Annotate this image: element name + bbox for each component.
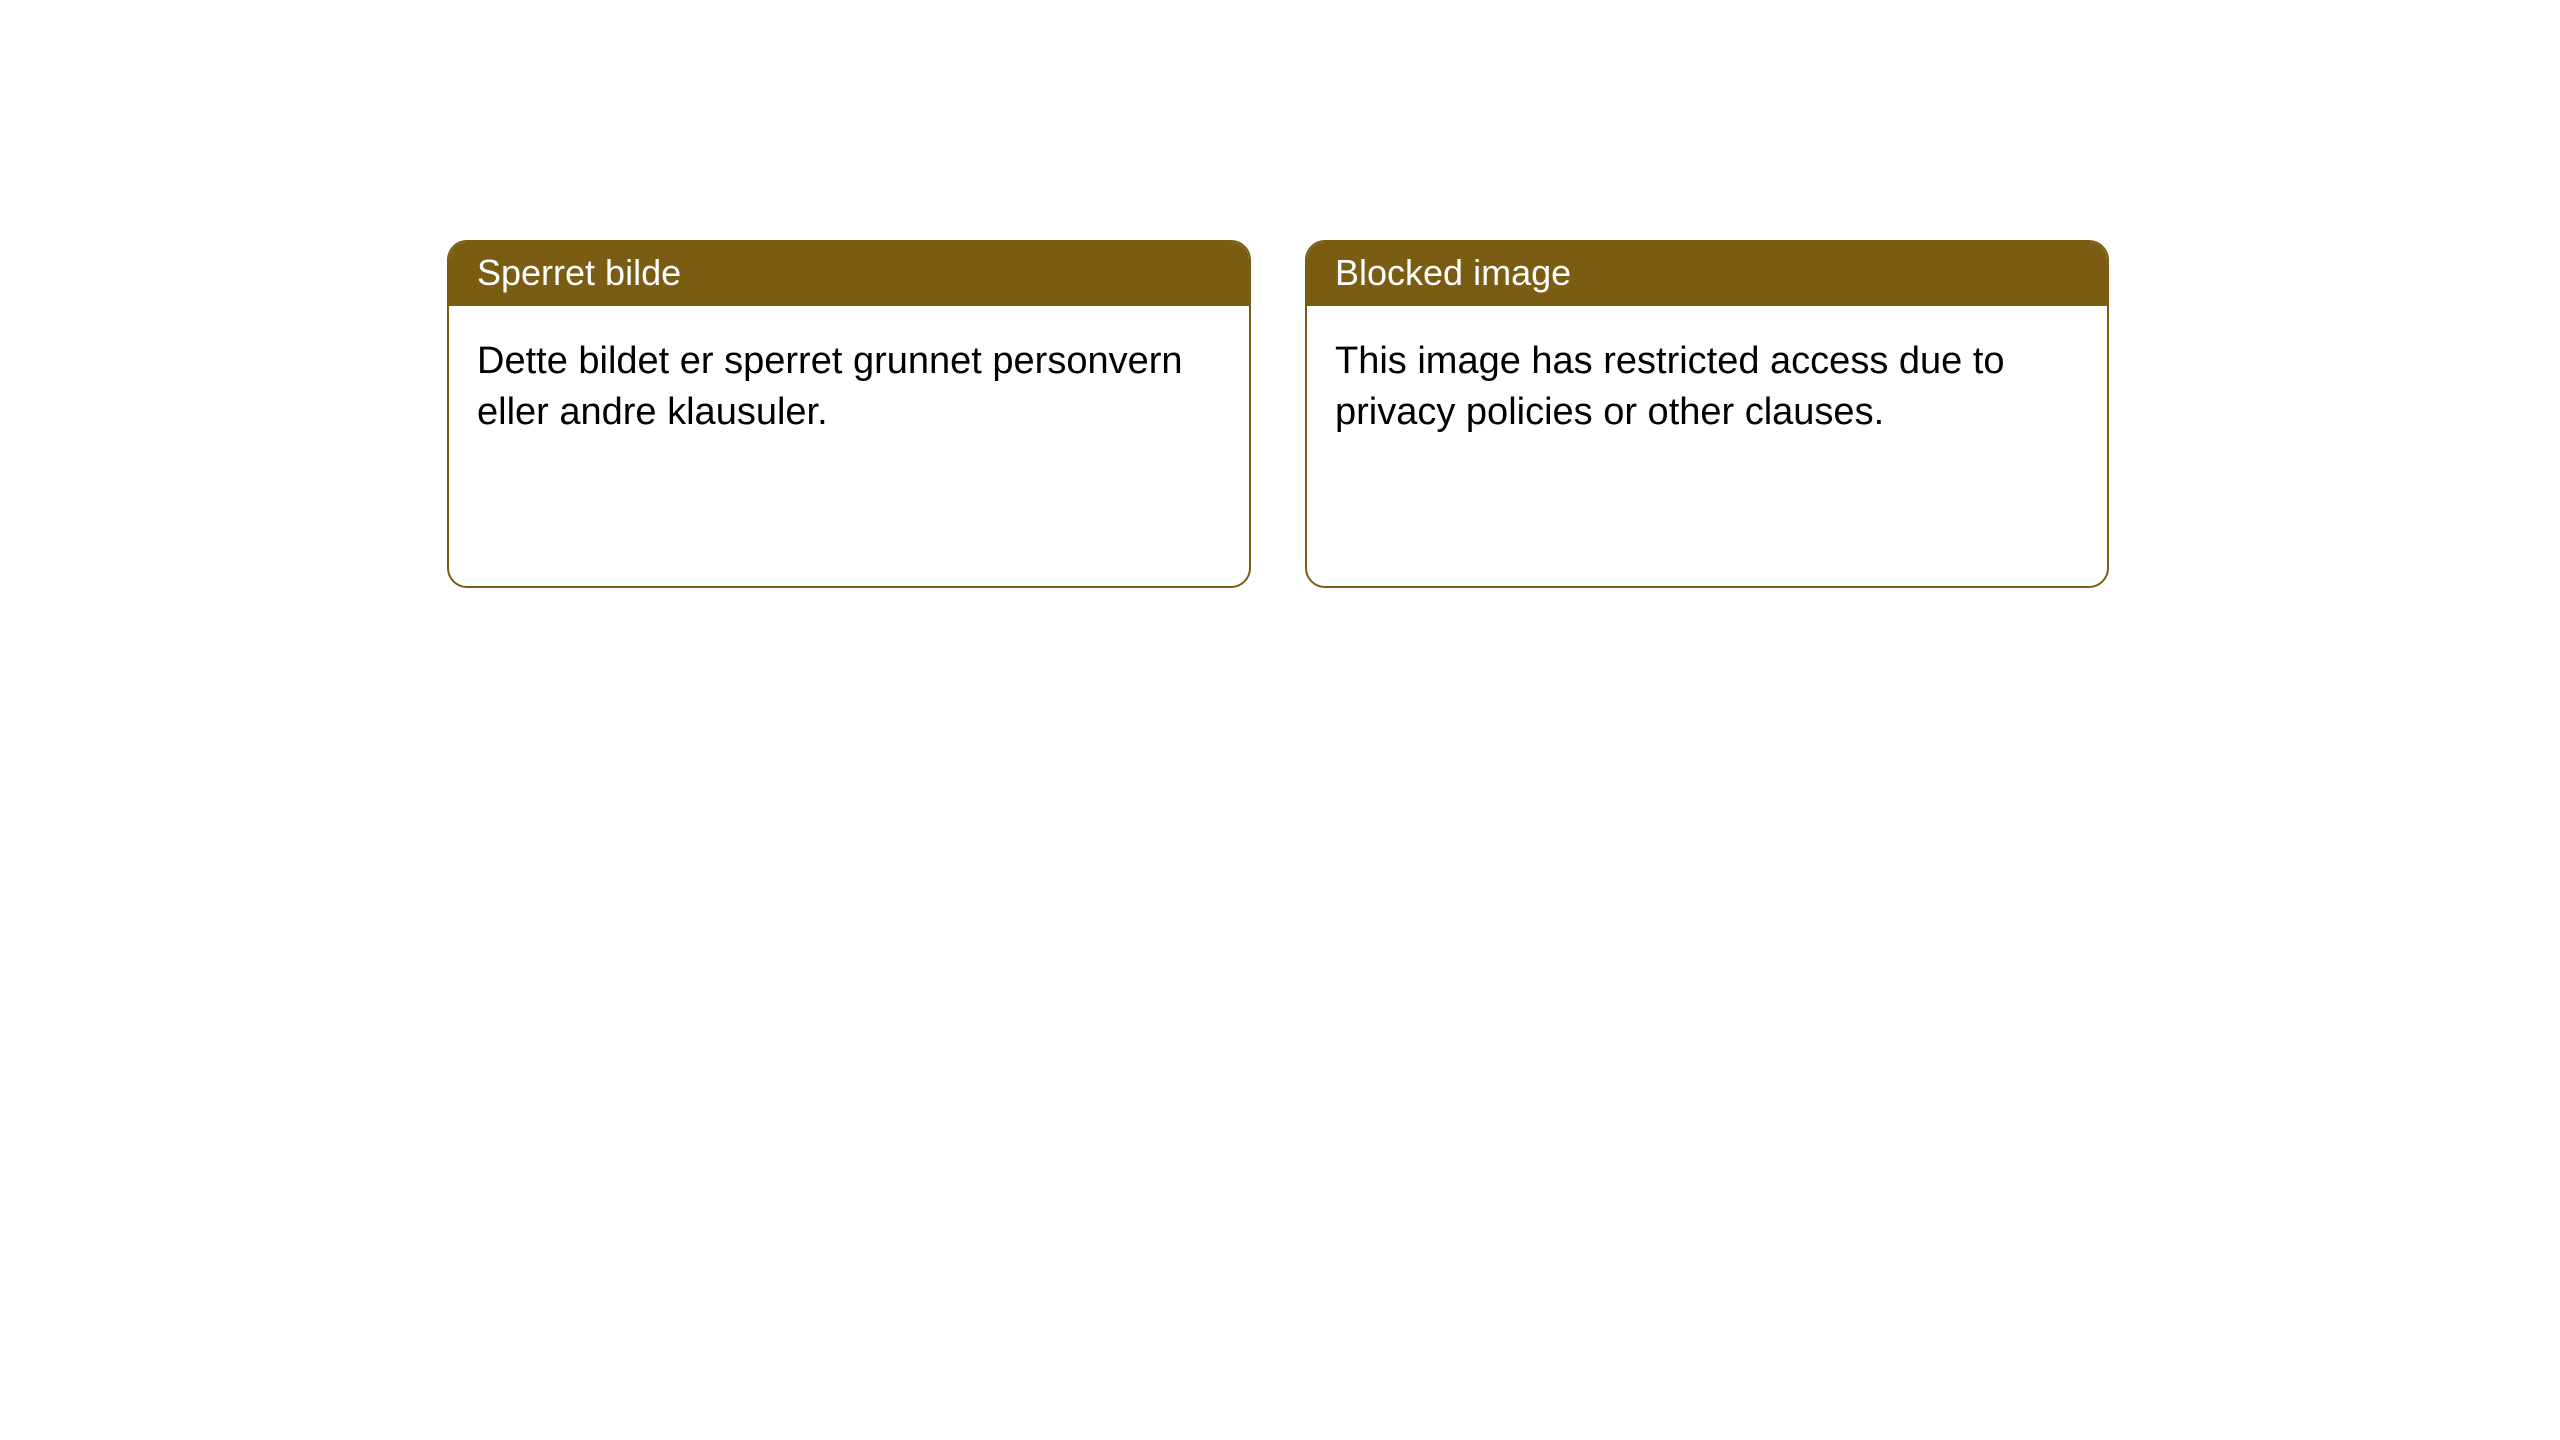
notice-text: This image has restricted access due to …	[1335, 340, 2005, 433]
notice-container: Sperret bilde Dette bildet er sperret gr…	[0, 0, 2560, 588]
notice-body: Dette bildet er sperret grunnet personve…	[449, 306, 1249, 586]
notice-title: Blocked image	[1335, 252, 1571, 293]
notice-body: This image has restricted access due to …	[1307, 306, 2107, 586]
notice-header: Sperret bilde	[449, 242, 1249, 306]
notice-card-english: Blocked image This image has restricted …	[1305, 240, 2109, 588]
notice-header: Blocked image	[1307, 242, 2107, 306]
notice-card-norwegian: Sperret bilde Dette bildet er sperret gr…	[447, 240, 1251, 588]
notice-text: Dette bildet er sperret grunnet personve…	[477, 340, 1183, 433]
notice-title: Sperret bilde	[477, 252, 681, 293]
